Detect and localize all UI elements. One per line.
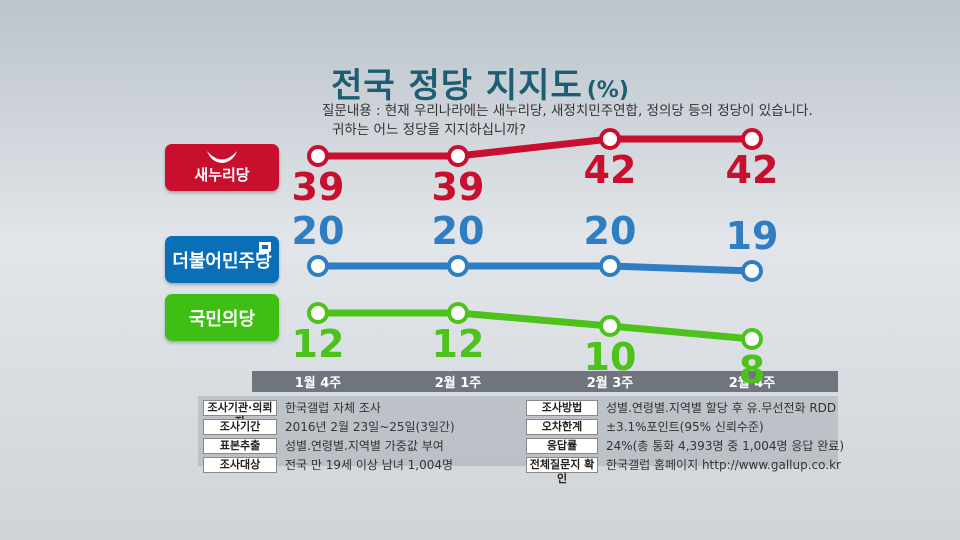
x-tick-label: 2월 3주 [587, 375, 634, 391]
data-label: 42 [584, 148, 637, 192]
data-point [307, 145, 329, 167]
series-line [318, 262, 753, 275]
survey-info-left: 조사기관·의뢰자 한국갤럽 자체 조사 조사기간 2016년 2월 23일~25일(… [203, 398, 455, 474]
data-label: 12 [432, 322, 485, 366]
info-value: ±3.1%포인트(95% 신뢰수준) [606, 420, 764, 434]
data-point [741, 328, 763, 350]
party-name: 새누리당 [194, 166, 250, 184]
data-label: 20 [432, 209, 485, 253]
minjoo-logo-icon [259, 242, 271, 254]
info-value: 24%(총 통화 4,393명 중 1,004명 응답 완료) [606, 439, 845, 453]
info-value: 성별.연령별.지역별 할당 후 유.무선전화 RDD [606, 401, 837, 415]
info-row: 전체질문지 확인 한국갤럽 홈페이지 http://www.gallup.co.k… [526, 455, 844, 485]
data-label: 8 [739, 348, 765, 392]
data-point [741, 128, 763, 150]
data-point [599, 255, 621, 277]
x-tick-label: 1월 4주 [295, 375, 342, 391]
data-label: 12 [292, 322, 345, 366]
info-label: 오차한계 [526, 418, 598, 435]
info-value: 전국 만 19세 이상 남녀 1,004명 [285, 458, 454, 472]
info-label: 응답률 [526, 437, 598, 454]
question-line-2: 귀하는 어느 정당을 지지하십니까? [332, 122, 526, 138]
party-badge-minjoo: 더불어민주당 [165, 236, 279, 283]
party-badge-saenuri: 새누리당 [165, 144, 279, 191]
x-axis: 1월 4주 2월 1주 2월 3주 2월 4주 [252, 371, 838, 392]
data-point [447, 255, 469, 277]
data-label: 42 [726, 148, 779, 192]
info-row: 응답률 24%(총 통화 4,393명 중 1,004명 응답 완료) [526, 436, 844, 455]
info-label: 표본추출 [203, 437, 277, 454]
info-row: 조사기간 2016년 2월 23일~25일(3일간) [203, 417, 455, 436]
chart-unit: (%) [586, 78, 629, 103]
x-tick-label: 2월 1주 [435, 375, 482, 391]
party-name: 국민의당 [188, 309, 256, 330]
chart-title: 전국 정당 지지도 [331, 66, 583, 106]
info-row: 오차한계 ±3.1%포인트(95% 신뢰수준) [526, 417, 844, 436]
party-badge-people: 국민의당 [165, 294, 279, 341]
info-label: 조사기간 [203, 418, 277, 435]
data-label: 20 [584, 209, 637, 253]
info-value: 성별.연령별.지역별 가중값 부여 [285, 439, 444, 453]
data-labels: 39 39 42 42 20 20 20 19 12 12 10 8 [292, 148, 779, 392]
info-row: 조사대상 전국 만 19세 이상 남녀 1,004명 [203, 455, 455, 474]
series-line [318, 309, 753, 343]
data-point [599, 315, 621, 337]
series-line [318, 135, 752, 160]
data-label: 10 [584, 335, 637, 379]
data-point [741, 260, 763, 282]
info-value: 한국갤럽 자체 조사 [285, 401, 381, 415]
x-tick-label: 2월 4주 [729, 375, 776, 391]
chart-title-block: 전국 정당 지지도 (%) [0, 58, 960, 107]
info-row: 조사방법 성별.연령별.지역별 할당 후 유.무선전화 RDD [526, 398, 844, 417]
data-point [447, 145, 469, 167]
info-label: 조사기관·의뢰자 [203, 399, 277, 428]
info-label: 전체질문지 확인 [526, 456, 598, 485]
survey-info-right: 조사방법 성별.연령별.지역별 할당 후 유.무선전화 RDD 오차한계 ±3.1%… [526, 398, 844, 485]
data-point [599, 128, 621, 150]
info-label: 조사대상 [203, 456, 277, 473]
data-label: 39 [432, 165, 485, 209]
question-line-1: 질문내용 : 현재 우리나라에는 새누리당, 새정치민주연합, 정의당 등의 정… [322, 103, 813, 119]
survey-info-background [198, 396, 838, 466]
series-lines [307, 128, 763, 350]
data-label: 20 [292, 209, 345, 253]
data-point [307, 302, 329, 324]
info-value: 한국갤럽 홈페이지 http://www.gallup.co.kr [606, 458, 841, 472]
x-axis-bar [252, 371, 838, 392]
data-point [447, 302, 469, 324]
party-name: 더불어민주당 [172, 251, 272, 272]
info-row: 조사기관·의뢰자 한국갤럽 자체 조사 [203, 398, 455, 428]
data-label: 19 [726, 214, 779, 258]
question-text: 질문내용 : 현재 우리나라에는 새누리당, 새정치민주연합, 정의당 등의 정… [322, 102, 813, 140]
data-point [307, 255, 329, 277]
data-label: 39 [292, 165, 345, 209]
info-value: 2016년 2월 23일~25일(3일간) [285, 420, 455, 434]
saenuri-logo-icon [207, 151, 237, 163]
info-label: 조사방법 [526, 399, 598, 416]
info-row: 표본추출 성별.연령별.지역별 가중값 부여 [203, 436, 455, 455]
